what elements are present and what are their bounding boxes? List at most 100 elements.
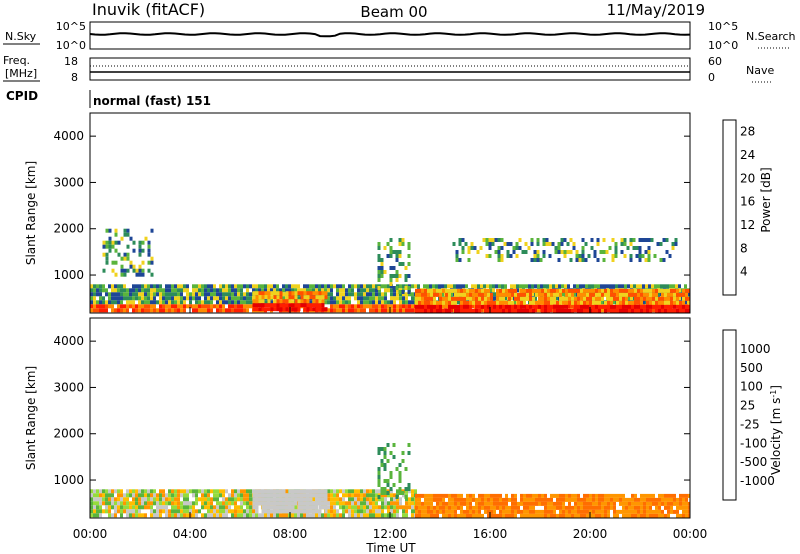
heatmap-cell (537, 308, 540, 313)
heatmap-cell (679, 493, 682, 498)
heatmap-cell (565, 308, 568, 313)
heatmap-cell (433, 509, 436, 514)
heatmap-cell (330, 501, 333, 506)
heatmap-cell (492, 296, 495, 301)
heatmap-cell (243, 501, 246, 506)
heatmap-cell (342, 300, 345, 305)
heatmap-cell (336, 497, 339, 502)
heatmap-cell (424, 304, 427, 309)
heatmap-cell (532, 288, 535, 293)
heatmap-cell (571, 288, 574, 293)
heatmap-cell (577, 497, 580, 502)
heatmap-cell (324, 291, 328, 296)
heatmap-cell (487, 513, 490, 518)
heatmap-cell (424, 501, 427, 506)
heatmap-cell (670, 497, 673, 502)
heatmap-cell (348, 296, 351, 301)
heatmap-cell (487, 304, 490, 309)
heatmap-cell (243, 292, 246, 297)
heatmap-cell (448, 300, 451, 305)
heatmap-cell (132, 288, 135, 293)
heatmap-cell (234, 296, 237, 301)
heatmap-cell (506, 254, 510, 258)
heatmap-cell (679, 308, 682, 313)
heatmap-cell (147, 489, 150, 494)
heatmap-cell (123, 304, 126, 309)
heatmap-cell (589, 288, 592, 293)
colorbar-tick-label: 25 (740, 399, 755, 413)
heatmap-cell (258, 497, 262, 502)
heatmap-cell (685, 513, 688, 518)
heatmap-cell (568, 493, 571, 498)
heatmap-cell (575, 258, 579, 262)
heatmap-cell (192, 513, 195, 518)
heatmap-cell (357, 288, 360, 293)
heatmap-cell (595, 513, 598, 518)
heatmap-cell (303, 505, 307, 510)
heatmap-cell (613, 493, 616, 498)
heatmap-cell (102, 268, 106, 273)
heatmap-cell (180, 489, 183, 494)
heatmap-cell (596, 238, 600, 242)
heatmap-cell (321, 284, 324, 289)
heatmap-cell (102, 493, 105, 498)
heatmap-cell (141, 513, 144, 518)
heatmap-cell (559, 513, 562, 518)
heatmap-cell (685, 497, 688, 502)
heatmap-cell (417, 284, 420, 289)
heatmap-cell (478, 513, 481, 518)
heatmap-cell (330, 284, 333, 289)
heatmap-cell (377, 471, 381, 475)
heatmap-cell (111, 268, 115, 273)
heatmap-cell (222, 292, 225, 297)
heatmap-cell (165, 501, 168, 506)
heatmap-cell (676, 513, 679, 518)
heatmap-cell (643, 296, 646, 301)
heatmap-cell (195, 513, 198, 518)
heatmap-cell (631, 497, 634, 502)
heatmap-cell (629, 254, 633, 258)
heatmap-cell (604, 308, 607, 313)
heatmap-cell (534, 308, 537, 313)
heatmap-cell (421, 513, 424, 518)
heatmap-cell (538, 288, 541, 293)
heatmap-cell (682, 292, 685, 297)
heatmap-cell (460, 501, 463, 506)
heatmap-cell (490, 308, 493, 313)
heatmap-cell (380, 274, 384, 278)
heatmap-cell (469, 308, 472, 313)
heatmap-cell (671, 242, 675, 246)
heatmap-cell (327, 509, 330, 514)
noise-left-label: N.Sky (5, 30, 37, 43)
heatmap-cell (132, 264, 136, 269)
heatmap-cell (389, 451, 393, 455)
heatmap-cell (279, 295, 283, 300)
heatmap-cell (354, 292, 357, 297)
heatmap-cell (560, 238, 564, 242)
heatmap-cell (405, 296, 408, 301)
heatmap-cell (195, 300, 198, 305)
heatmap-cell (102, 288, 105, 293)
heatmap-cell (523, 292, 526, 297)
heatmap-cell (486, 284, 489, 289)
heatmap-cell (225, 509, 228, 514)
heatmap-cell (640, 296, 643, 301)
heatmap-cell (315, 291, 319, 296)
heatmap-cell (574, 497, 577, 502)
heatmap-cell (649, 505, 652, 510)
heatmap-cell (463, 292, 466, 297)
heatmap-cell (180, 292, 183, 297)
heatmap-cell (565, 509, 568, 514)
heatmap-cell (533, 250, 537, 254)
heatmap-cell (395, 278, 399, 282)
heatmap-cell (557, 258, 561, 262)
heatmap-cell (529, 501, 532, 506)
heatmap-cell (484, 497, 487, 502)
heatmap-cell (628, 288, 631, 293)
heatmap-cell (673, 288, 676, 293)
heatmap-cell (610, 292, 613, 297)
heatmap-cell (225, 300, 228, 305)
heatmap-cell (511, 300, 514, 305)
heatmap-cell (460, 509, 463, 514)
heatmap-cell (469, 300, 472, 305)
